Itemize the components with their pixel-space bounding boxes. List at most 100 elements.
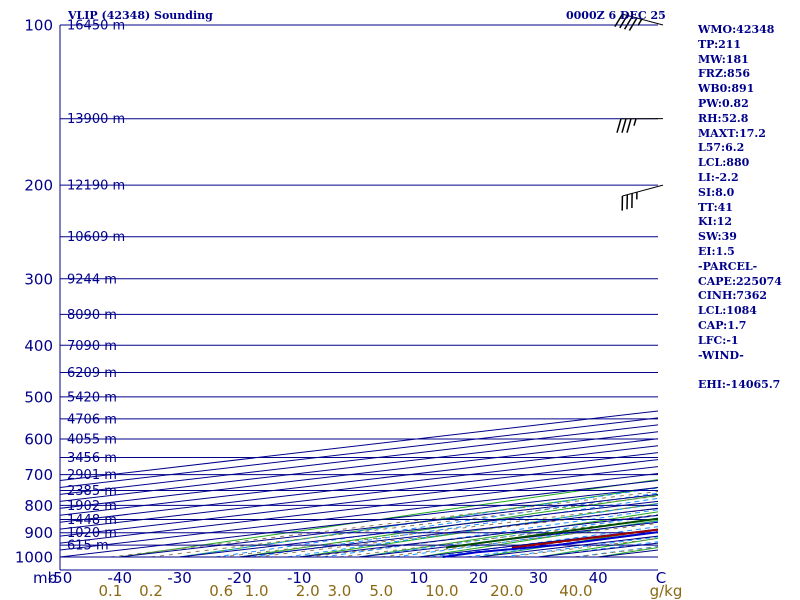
isotherm (60, 459, 658, 530)
stability-index-panel: WMO:42348 TP:211 MW:181 FRZ:856 WB0:891 PW:0.… (698, 23, 798, 393)
index-line: EI:1.5 (698, 244, 735, 258)
isotherm (60, 424, 658, 495)
temperature-tick-label: -40 (108, 569, 133, 587)
isobars (59, 24, 658, 571)
height-labels: 16450 m 13900 m 12190 m 10609 m 9244 m 8090 m… (67, 19, 125, 554)
pressure-tick-labels: 100 200 300 400 500 600 700 800 900 1000 mb (15, 17, 57, 588)
pressure-tick-label: 600 (24, 431, 53, 449)
index-line: LFC:-1 (698, 333, 739, 347)
index-line: TT:41 (698, 200, 733, 214)
index-line: TP:211 (698, 37, 742, 51)
chart-title: VLIP (42348) Sounding (68, 9, 213, 22)
temperature-unit: C (656, 569, 666, 587)
mixing-ratio-tick-labels: 0.1 0.2 0.6 1.0 2.0 3.0 5.0 10.0 20.0 40.0 g/kg (98, 582, 682, 600)
index-line: RH:52.8 (698, 111, 749, 125)
height-label: 13900 m (67, 112, 125, 127)
height-label: 4055 m (67, 433, 117, 448)
pressure-tick-label: 900 (24, 524, 53, 542)
index-line: -WIND- (698, 348, 744, 362)
wind-barb (614, 13, 664, 31)
height-label: 7090 m (67, 339, 117, 354)
index-line: MW:181 (698, 52, 749, 66)
wind-barb-feather (614, 13, 624, 27)
height-label: 2901 m (67, 468, 117, 483)
wind-barbs (614, 13, 664, 211)
isotherm (60, 431, 658, 502)
mixing-ratio-tick-label: 20.0 (490, 582, 523, 600)
temperature-tick-label: 40 (589, 569, 608, 587)
index-line (698, 363, 798, 378)
mixing-ratio-tick-label: 0.1 (98, 582, 122, 600)
index-line: L57:6.2 (698, 141, 745, 155)
pressure-tick-label: 500 (24, 388, 53, 406)
mixing-ratio-unit: g/kg (650, 582, 683, 600)
isotherm (60, 452, 658, 523)
index-line: SI:8.0 (698, 185, 735, 199)
index-line: EHI:-14065.7 (698, 378, 781, 392)
pressure-tick-label: 100 (24, 17, 53, 35)
temperature-tick-label: 30 (529, 569, 548, 587)
index-line: SW:39 (698, 230, 737, 244)
height-label: 615 m (67, 539, 109, 554)
wind-barb (621, 184, 664, 211)
wind-barb-half-feather (633, 118, 637, 126)
height-label: 3456 m (67, 451, 117, 466)
mixing-ratio-tick-label: 5.0 (369, 582, 393, 600)
index-line: LCL:880 (698, 156, 750, 170)
index-line: CAP:1.7 (698, 318, 747, 332)
mixing-ratio-tick-label: 1.0 (245, 582, 269, 600)
index-line: LCL:1084 (698, 304, 757, 318)
wind-barb-shaft (622, 184, 664, 197)
mixing-ratio-tick-label: 10.0 (425, 582, 458, 600)
height-label: 1020 m (67, 526, 117, 541)
height-label: 1902 m (67, 499, 117, 514)
wind-barb (616, 118, 664, 133)
isotherms (60, 410, 658, 558)
pressure-tick-label: 400 (24, 337, 53, 355)
index-line: -PARCEL- (698, 259, 758, 273)
index-line: FRZ:856 (698, 67, 751, 81)
index-line: MAXT:17.2 (698, 126, 766, 140)
height-label: 2385 m (67, 484, 117, 499)
pressure-tick-label: 300 (24, 270, 53, 288)
height-label: 4706 m (67, 412, 117, 427)
height-label: 16450 m (67, 19, 125, 34)
temperature-tick-label: 0 (354, 569, 364, 587)
index-line: WB0:891 (698, 82, 755, 96)
temperature-tick-label: -50 (48, 569, 73, 587)
isotherm (60, 473, 658, 544)
wind-barb-half-feather (637, 18, 643, 26)
mixing-ratio-tick-label: 3.0 (327, 582, 351, 600)
mixing-ratio-tick-label: 0.2 (139, 582, 163, 600)
pressure-tick-label: 700 (24, 466, 53, 484)
mixing-ratio-tick-label: 2.0 (296, 582, 320, 600)
pressure-tick-label: 800 (24, 497, 53, 515)
wind-barb-feather (626, 118, 632, 133)
pressure-tick-label: 1000 (15, 549, 53, 567)
height-label: 1448 m (67, 513, 117, 528)
index-line: CINH:7362 (698, 289, 768, 303)
isotherm (60, 445, 658, 516)
isotherm (60, 417, 658, 488)
wind-barb-feather (623, 16, 633, 30)
temperature-tick-labels: -50 -40 -30 -20 -10 0 10 20 30 40 C (48, 569, 666, 587)
height-label: 12190 m (67, 179, 125, 194)
isotherm (60, 438, 658, 509)
height-label: 9244 m (67, 272, 117, 287)
wind-barb-shaft (622, 13, 664, 26)
mixing-ratio-tick-label: 40.0 (559, 582, 592, 600)
index-line: CAPE:225074 (698, 274, 782, 288)
observation-time: 0000Z 6 DEC 25 (566, 9, 666, 22)
temperature-tick-label: -10 (287, 569, 312, 587)
temperature-tick-label: 20 (469, 569, 488, 587)
temperature-tick-label: -20 (227, 569, 252, 587)
moist-adiabat (323, 509, 658, 558)
isotherm (60, 479, 658, 551)
wind-barb-feather (619, 15, 628, 29)
moist-adiabats (179, 487, 658, 558)
temperature-tick-label: 10 (409, 569, 428, 587)
height-label: 10609 m (67, 230, 125, 245)
sounding-traces (442, 517, 658, 558)
height-label: 8090 m (67, 308, 117, 323)
